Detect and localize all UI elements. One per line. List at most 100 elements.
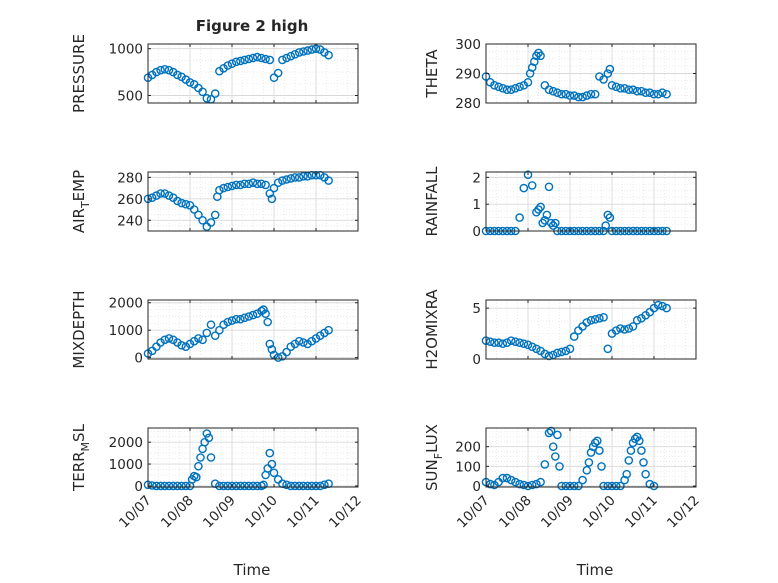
y-axis-label: TERRMSL: [70, 423, 92, 492]
data-point: [160, 335, 170, 345]
data-point: [303, 171, 312, 181]
y-tick-label: 0: [472, 224, 481, 240]
data-point: [540, 349, 550, 359]
data-point: [269, 468, 279, 478]
data-point: [257, 179, 266, 189]
data-point: [548, 86, 558, 96]
data-point: [236, 56, 245, 66]
y-tick-label: 500: [117, 89, 143, 105]
data-point: [511, 337, 520, 347]
data-point: [622, 469, 632, 479]
axes-box: [147, 427, 359, 488]
y-tick-label: 1000: [109, 323, 143, 339]
data-point: [601, 221, 611, 230]
panel-air-temp: 240 260 280 AIRTEMP: [70, 170, 359, 233]
data-point: [198, 335, 207, 345]
data-point: [519, 339, 529, 349]
y-axis-label: THETA: [423, 49, 441, 99]
data-point: [267, 345, 277, 354]
data-point: [632, 315, 642, 325]
data-point: [553, 348, 562, 358]
data-point: [307, 45, 317, 54]
data-point: [185, 78, 195, 87]
data-point: [536, 477, 545, 487]
data-point: [494, 338, 503, 348]
data-point: [569, 332, 579, 341]
data-point: [649, 89, 659, 99]
data-point: [637, 86, 646, 96]
data-point: [181, 199, 191, 209]
data-point: [548, 221, 558, 230]
data-point: [156, 189, 165, 198]
data-point: [527, 181, 537, 190]
data-point: [630, 434, 640, 444]
data-point: [265, 448, 275, 458]
data-point: [590, 89, 600, 99]
data-point: [278, 176, 287, 185]
data-point: [574, 92, 583, 102]
y-tick-label: 0: [134, 351, 143, 367]
data-point: [210, 210, 220, 220]
data-point: [565, 91, 575, 100]
y-tick-label: 2000: [109, 296, 143, 312]
data-point: [582, 465, 592, 475]
data-point: [561, 89, 571, 99]
y-tick-label: 0: [472, 479, 481, 495]
data-point: [307, 481, 317, 491]
data-point: [645, 479, 655, 489]
axes-box: [485, 427, 697, 488]
data-point: [194, 461, 203, 471]
data-point: [548, 442, 558, 452]
data-point: [267, 459, 277, 469]
data-point: [626, 446, 636, 455]
data-point: [231, 180, 241, 190]
data-point: [605, 64, 615, 74]
data-point: [160, 65, 170, 74]
data-point: [206, 218, 216, 227]
data-point: [616, 324, 625, 333]
data-point: [611, 82, 621, 92]
data-point: [620, 325, 629, 334]
data-point: [620, 84, 629, 93]
data-point: [565, 344, 575, 354]
data-point: [536, 202, 545, 212]
data-point: [206, 320, 216, 330]
data-point: [223, 182, 233, 192]
data-point: [290, 481, 300, 491]
data-point: [286, 174, 296, 183]
data-point: [624, 324, 634, 333]
data-point: [227, 59, 237, 69]
data-point: [578, 92, 587, 102]
data-point: [244, 179, 254, 189]
data-point: [219, 183, 228, 193]
data-point: [546, 426, 556, 436]
data-point: [252, 179, 262, 189]
data-point: [261, 54, 270, 64]
data-point: [527, 480, 537, 490]
data-point: [227, 481, 237, 491]
data-point: [156, 481, 165, 491]
data-point: [202, 429, 212, 438]
data-point: [611, 326, 621, 335]
y-tick-label: 5: [472, 301, 481, 317]
data-point: [231, 314, 241, 324]
data-point: [294, 336, 304, 346]
data-point: [282, 53, 291, 63]
axes-box: [147, 299, 359, 360]
data-point: [299, 171, 308, 181]
data-point: [519, 183, 529, 193]
data-point: [240, 55, 249, 65]
data-point: [632, 86, 642, 96]
y-tick-label: 1000: [109, 42, 143, 58]
data-point: [593, 436, 602, 446]
data-point: [490, 338, 499, 348]
data-point: [523, 170, 533, 179]
data-point: [240, 179, 249, 189]
data-point: [515, 338, 524, 348]
data-point: [261, 309, 270, 319]
data-point: [565, 481, 575, 491]
data-point: [515, 479, 524, 489]
data-point: [273, 353, 283, 362]
data-point: [557, 481, 566, 491]
data-point: [527, 342, 537, 352]
